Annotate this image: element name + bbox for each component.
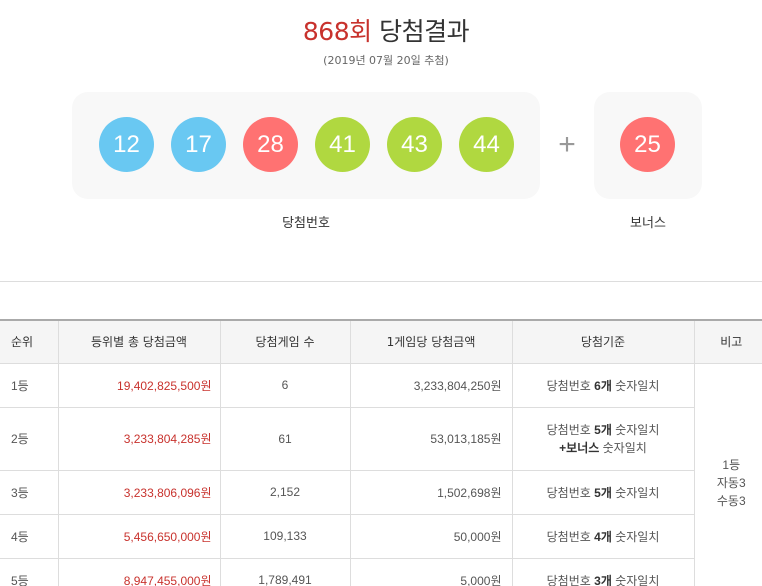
criteria-text: 당첨번호 (546, 573, 595, 586)
winning-ball-1: 12 (99, 117, 154, 172)
header-rank: 순위 (0, 319, 58, 364)
per-game-cell: 53,013,185원 (349, 407, 512, 471)
criteria-text: 당첨번호 (546, 422, 595, 437)
criteria-text: 당첨번호 (546, 378, 595, 393)
criteria-suffix: 숫자일치 (611, 573, 660, 586)
criteria-count: 5개 (594, 422, 612, 437)
total-amount-cell: 8,947,455,000원 (57, 558, 220, 586)
criteria-suffix: 숫자일치 (599, 440, 647, 455)
per-game-cell: 3,233,804,250원 (349, 363, 512, 408)
table-header-row: 순위 등위별 총 당첨금액 당첨게임 수 1게임당 당첨금액 당첨기준 비고 (0, 319, 762, 364)
table-row: 2등 3,233,804,285원 61 53,013,185원 당첨번호 5개… (0, 407, 762, 471)
games-cell: 6 (219, 363, 350, 408)
total-amount-cell: 3,233,806,096원 (57, 470, 220, 515)
total-amount-cell: 3,233,804,285원 (57, 407, 220, 471)
table-row: 4등 5,456,650,000원 109,133 50,000원 당첨번호 4… (0, 514, 762, 559)
criteria-count: 6개 (594, 378, 612, 393)
per-game-cell: 50,000원 (349, 514, 512, 559)
criteria-line-2: +보너스 숫자일치 (513, 439, 694, 457)
table-row: 1등 19,402,825,500원 6 3,233,804,250원 당첨번호… (0, 363, 762, 586)
winning-numbers-label: 당첨번호 (282, 216, 330, 231)
criteria-bonus: +보너스 (559, 440, 600, 455)
header-games: 당첨게임 수 (219, 319, 350, 364)
plus-icon: + (558, 128, 576, 161)
criteria-text: 당첨번호 (546, 485, 595, 500)
total-amount-cell: 5,456,650,000원 (57, 514, 220, 559)
draw-date: (2019년 07월 20일 추첨) (323, 54, 449, 67)
note-line-1: 1등 (722, 457, 741, 472)
rank-cell: 3등 (0, 470, 58, 515)
criteria-count: 4개 (594, 529, 612, 544)
rank-cell: 5등 (0, 558, 58, 586)
games-cell: 2,152 (219, 470, 350, 515)
header-per-game: 1게임당 당첨금액 (349, 319, 512, 364)
criteria-cell: 당첨번호 3개 숫자일치 (511, 558, 694, 586)
criteria-count: 5개 (594, 485, 612, 500)
games-cell: 109,133 (219, 514, 350, 559)
criteria-cell: 당첨번호 6개 숫자일치 (511, 363, 694, 408)
rank-cell: 4등 (0, 514, 58, 559)
criteria-cell: 당첨번호 4개 숫자일치 (511, 514, 694, 559)
note-line-3: 수동3 (716, 493, 746, 508)
criteria-cell: 당첨번호 5개 숫자일치 (511, 470, 694, 515)
header-criteria: 당첨기준 (511, 319, 694, 364)
table-row: 3등 3,233,806,096원 2,152 1,502,698원 당첨번호 … (0, 470, 762, 515)
result-title: 당첨결과 (379, 17, 470, 46)
total-amount-cell: 19,402,825,500원 (57, 363, 220, 408)
criteria-suffix: 숫자일치 (611, 529, 660, 544)
header-total: 등위별 총 당첨금액 (57, 319, 220, 364)
criteria-line-1: 당첨번호 5개 숫자일치 (513, 421, 694, 439)
criteria-cell: 당첨번호 5개 숫자일치 +보너스 숫자일치 (511, 407, 694, 471)
criteria-suffix: 숫자일치 (611, 422, 660, 437)
prize-table: 순위 등위별 총 당첨금액 당첨게임 수 1게임당 당첨금액 당첨기준 비고 1… (0, 319, 762, 586)
bonus-label: 보너스 (630, 216, 666, 231)
criteria-suffix: 숫자일치 (611, 378, 660, 393)
per-game-cell: 1,502,698원 (349, 470, 512, 515)
winning-ball-6: 44 (459, 117, 514, 172)
games-cell: 61 (219, 407, 350, 471)
winning-ball-5: 43 (387, 117, 442, 172)
note-cell: 1등 자동3 수동3 (693, 363, 762, 586)
round-number: 868회 (302, 17, 372, 46)
table-row: 5등 8,947,455,000원 1,789,491 5,000원 당첨번호 … (0, 558, 762, 586)
winning-ball-2: 17 (171, 117, 226, 172)
rank-cell: 1등 (0, 363, 58, 408)
criteria-text: 당첨번호 (546, 529, 595, 544)
per-game-cell: 5,000원 (349, 558, 512, 586)
header-note: 비고 (693, 319, 762, 364)
bonus-ball: 25 (620, 117, 675, 172)
note-line-2: 자동3 (716, 475, 746, 490)
rank-cell: 2등 (0, 407, 58, 471)
games-cell: 1,789,491 (219, 558, 350, 586)
winning-ball-4: 41 (315, 117, 370, 172)
winning-ball-3: 28 (243, 117, 298, 172)
criteria-count: 3개 (594, 573, 612, 586)
page-title: 868회 당첨결과 (0, 12, 762, 48)
criteria-suffix: 숫자일치 (611, 485, 660, 500)
section-divider (0, 281, 762, 282)
